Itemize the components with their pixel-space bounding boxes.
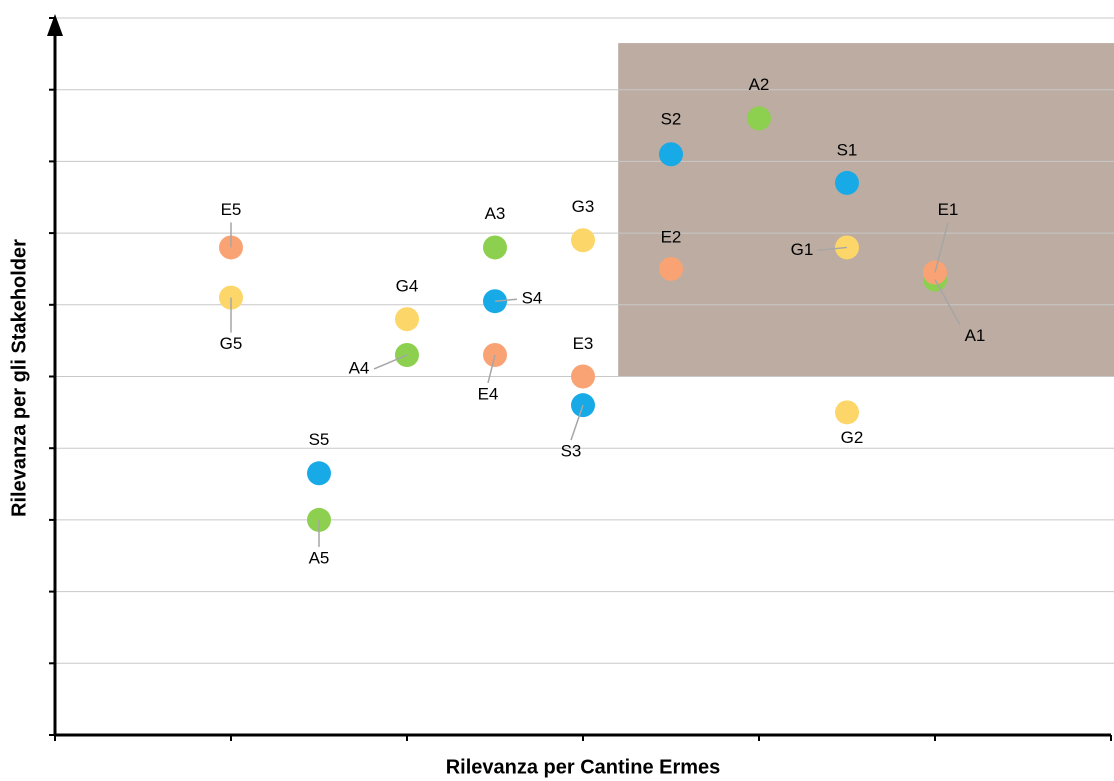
point-label: A3 xyxy=(485,204,506,223)
leader-line xyxy=(570,404,584,441)
point-label: E2 xyxy=(661,227,682,246)
data-point xyxy=(307,461,331,486)
highlight-region xyxy=(618,43,1114,377)
data-point xyxy=(571,364,595,389)
point-label: S4 xyxy=(522,289,543,308)
point-label: E3 xyxy=(573,334,594,353)
point-label: A5 xyxy=(309,548,330,567)
leader-line xyxy=(816,246,848,252)
point-label: A2 xyxy=(749,75,770,94)
point-label: G1 xyxy=(791,240,814,259)
leader-line xyxy=(373,354,408,370)
point-label: E1 xyxy=(938,200,959,219)
data-point xyxy=(659,142,683,167)
y-axis-arrow xyxy=(47,14,63,36)
point-label: E4 xyxy=(478,384,499,403)
data-point xyxy=(395,307,419,332)
data-point xyxy=(659,256,683,281)
leader-line xyxy=(494,298,518,302)
point-label: G2 xyxy=(841,428,864,447)
point-label: G3 xyxy=(572,197,595,216)
leader-line xyxy=(487,354,496,384)
data-point xyxy=(835,400,859,425)
point-label: A4 xyxy=(349,358,370,377)
point-label: S1 xyxy=(837,140,858,159)
data-point xyxy=(835,170,859,195)
data-point xyxy=(571,228,595,253)
x-axis-title: Rilevanza per Cantine Ermes xyxy=(446,756,721,778)
leader-line xyxy=(934,222,949,273)
point-label: E5 xyxy=(221,200,242,219)
leader-line xyxy=(934,279,961,326)
y-axis-title: Rilevanza per gli Stakeholder xyxy=(8,239,30,517)
point-label: S2 xyxy=(661,110,682,129)
point-label: A1 xyxy=(965,326,986,345)
data-point xyxy=(483,235,507,260)
data-point xyxy=(747,106,771,131)
point-label: G5 xyxy=(220,334,243,353)
point-label: S5 xyxy=(309,430,330,449)
point-label: G4 xyxy=(396,277,419,296)
point-label: S3 xyxy=(561,442,582,461)
